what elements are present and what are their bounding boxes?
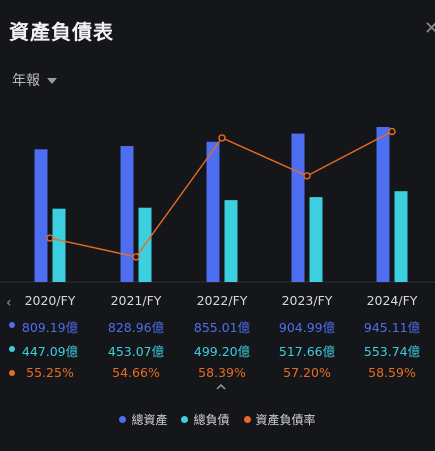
period-label: 年報	[12, 73, 40, 89]
period-dropdown[interactable]: 年報	[12, 70, 57, 90]
total-liabilities-bar[interactable]	[52, 208, 66, 282]
total-liabilities-bar[interactable]	[309, 197, 323, 282]
ratio-point[interactable]	[132, 253, 140, 261]
total-assets-value: 855.01億	[193, 320, 251, 335]
legend-label: 總負債	[193, 413, 230, 427]
total-liabilities-value: 453.07億	[107, 344, 165, 359]
total-assets-bar[interactable]	[206, 141, 220, 282]
close-icon[interactable]: ✕	[424, 18, 435, 39]
years-row: 2020/FY 2021/FY 2022/FY 2023/FY 2024/FY	[0, 293, 435, 315]
ratio-point[interactable]	[46, 234, 54, 242]
total-assets-value: 828.96億	[107, 320, 165, 335]
ratio-line	[49, 130, 393, 258]
debt-ratio-marker	[9, 370, 15, 376]
chart-legend: 總資產 總負債 資產負債率	[0, 411, 435, 428]
total-assets-bar[interactable]	[376, 127, 390, 283]
total-assets-row: 809.19億 828.96億 855.01億 904.99億 945.11億	[0, 317, 435, 339]
year-label: 2021/FY	[110, 293, 162, 308]
total-assets-bar[interactable]	[291, 133, 305, 282]
year-label: 2020/FY	[24, 293, 76, 308]
ratio-point[interactable]	[218, 134, 226, 142]
year-label: 2023/FY	[281, 293, 333, 308]
total-liabilities-value: 447.09億	[21, 344, 79, 359]
bar-group	[34, 127, 408, 283]
debt-ratio-value: 54.66%	[112, 365, 160, 380]
debt-ratio-row: 55.25% 54.66% 58.39% 57.20% 58.59%	[0, 365, 435, 387]
debt-ratio-value: 57.20%	[283, 365, 331, 380]
debt-ratio-value: 58.39%	[198, 365, 246, 380]
legend-label: 資產負債率	[255, 413, 316, 427]
chevron-up-icon[interactable]	[214, 380, 228, 394]
total-liabilities-bar[interactable]	[224, 200, 238, 282]
total-assets-bar[interactable]	[120, 146, 134, 282]
ratio-points	[46, 127, 396, 261]
total-liabilities-value: 517.66億	[278, 344, 336, 359]
legend-dot	[243, 416, 251, 423]
ratio-point[interactable]	[388, 127, 396, 136]
legend-item-total-liabilities[interactable]: 總負債	[181, 411, 230, 428]
total-liabilities-marker	[9, 346, 15, 352]
legend-dot	[119, 416, 127, 423]
legend-item-debt-ratio[interactable]: 資產負債率	[243, 411, 316, 428]
ratio-point[interactable]	[303, 172, 311, 180]
chevron-down-icon	[47, 78, 57, 84]
debt-ratio-value: 58.59%	[368, 365, 416, 380]
year-label: 2024/FY	[366, 293, 418, 308]
chevron-left-icon[interactable]: ‹	[6, 295, 12, 311]
legend-item-total-assets[interactable]: 總資產	[119, 411, 167, 428]
year-label: 2022/FY	[196, 293, 248, 308]
total-liabilities-value: 499.20億	[193, 344, 251, 359]
legend-label: 總資產	[131, 413, 168, 427]
total-assets-bar[interactable]	[34, 149, 48, 282]
total-assets-marker	[9, 322, 15, 328]
debt-ratio-value: 55.25%	[26, 365, 74, 380]
total-liabilities-value: 553.74億	[363, 344, 421, 359]
total-assets-value: 945.11億	[363, 320, 421, 335]
total-liabilities-bar[interactable]	[394, 191, 408, 282]
page-title: 資產負債表	[9, 20, 114, 44]
total-assets-value: 904.99億	[278, 320, 336, 335]
legend-dot	[181, 416, 189, 423]
total-liabilities-row: 447.09億 453.07億 499.20億 517.66億 553.74億	[0, 341, 435, 363]
total-assets-value: 809.19億	[21, 320, 79, 335]
balance-sheet-chart	[0, 127, 435, 283]
